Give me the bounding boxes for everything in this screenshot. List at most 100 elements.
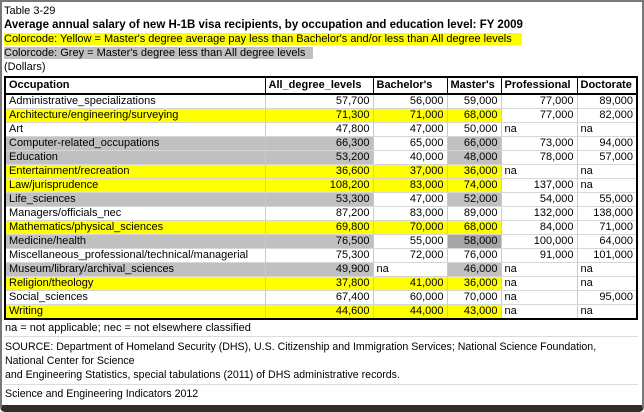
table-row: Miscellaneous_professional/technical/man… bbox=[5, 248, 638, 263]
value-cell: 57,700 bbox=[265, 94, 374, 109]
value-cell: 48,000 bbox=[447, 150, 502, 165]
value-cell: 67,400 bbox=[265, 290, 374, 305]
value-cell: 71,000 bbox=[373, 108, 448, 123]
table-row: Computer-related_occupations 66,300 65,000… bbox=[5, 136, 638, 151]
occupation-cell: Art bbox=[5, 122, 266, 137]
value-cell: 74,000 bbox=[447, 178, 502, 193]
value-cell: na bbox=[577, 164, 638, 179]
value-cell: 138,000 bbox=[577, 206, 638, 221]
value-cell: 54,000 bbox=[501, 192, 578, 207]
value-cell: 65,000 bbox=[373, 136, 448, 151]
occupation-cell: Managers/officials_nec bbox=[5, 206, 266, 221]
value-cell: 77,000 bbox=[501, 94, 578, 109]
occupation-cell: Law/jurisprudence bbox=[5, 178, 266, 193]
table-row: Medicine/health 76,500 55,000 58,000 100,000… bbox=[5, 234, 638, 249]
occupation-cell: Computer-related_occupations bbox=[5, 136, 266, 151]
occupation-cell: Writing bbox=[5, 304, 266, 320]
occupation-cell: Entertainment/recreation bbox=[5, 164, 266, 179]
value-cell: 49,900 bbox=[265, 262, 374, 277]
value-cell: 72,000 bbox=[373, 248, 448, 263]
value-cell: 58,000 bbox=[447, 234, 502, 249]
column-header-bachelor-s: Bachelor's bbox=[372, 76, 448, 95]
value-cell: 47,000 bbox=[373, 192, 448, 207]
value-cell: 68,000 bbox=[447, 220, 502, 235]
occupation-cell: Administrative_specializations bbox=[5, 94, 266, 109]
value-cell: na bbox=[577, 276, 638, 291]
table-head: Occupation All_degree_levels Bachelor's Mas… bbox=[4, 76, 638, 95]
value-cell: 91,000 bbox=[501, 248, 578, 263]
value-cell: 68,000 bbox=[447, 108, 502, 123]
value-cell: na bbox=[577, 178, 638, 193]
column-header-all-degree-levels: All_degree_levels bbox=[264, 76, 374, 95]
table-header-row: Occupation All_degree_levels Bachelor's Mas… bbox=[4, 76, 638, 95]
value-cell: 108,200 bbox=[265, 178, 374, 193]
source-line: SOURCE: Department of Homeland Security … bbox=[5, 341, 597, 353]
value-cell: 36,000 bbox=[447, 276, 502, 291]
table-row: Managers/officials_nec 87,200 83,000 89,000… bbox=[5, 206, 638, 221]
value-cell: na bbox=[501, 304, 578, 320]
footnote: na = not applicable; nec = not elsewhere… bbox=[4, 320, 638, 337]
table-row: Architecture/engineering/surveying 71,300… bbox=[5, 108, 638, 123]
value-cell: na bbox=[577, 304, 638, 320]
colorcode-grey-line: Colorcode: Grey = Master's degree less t… bbox=[4, 46, 642, 60]
value-cell: 53,200 bbox=[265, 150, 374, 165]
table-row: Religion/theology 37,800 41,000 36,000 na na bbox=[5, 276, 638, 291]
occupation-cell: Education bbox=[5, 150, 266, 165]
value-cell: na bbox=[501, 276, 578, 291]
value-cell: 89,000 bbox=[447, 206, 502, 221]
table-title: Average annual salary of new H-1B visa r… bbox=[4, 19, 523, 31]
table-row: Writing 44,600 44,000 43,000 na na bbox=[5, 304, 638, 320]
table-row: Education 53,200 40,000 48,000 78,000 57,000 bbox=[5, 150, 638, 165]
table-row: Museum/library/archival_sciences 49,900 na… bbox=[5, 262, 638, 277]
value-cell: 83,000 bbox=[373, 206, 448, 221]
source-line: and Engineering Statistics, special tabu… bbox=[5, 369, 400, 381]
value-cell: 87,200 bbox=[265, 206, 374, 221]
value-cell: 101,000 bbox=[577, 248, 638, 263]
value-cell: 89,000 bbox=[577, 94, 638, 109]
occupation-cell: Museum/library/archival_sciences bbox=[5, 262, 266, 277]
value-cell: na bbox=[577, 262, 638, 277]
value-cell: na bbox=[501, 164, 578, 179]
value-cell: 44,000 bbox=[373, 304, 448, 320]
value-cell: 76,000 bbox=[447, 248, 502, 263]
table-row: Entertainment/recreation 36,600 37,000 36,0… bbox=[5, 164, 638, 179]
table-row: Social_sciences 67,400 60,000 70,000 na 95,00… bbox=[5, 290, 638, 305]
source-line: National Center for Science bbox=[5, 355, 135, 367]
value-cell: 70,000 bbox=[373, 220, 448, 235]
value-cell: 70,000 bbox=[447, 290, 502, 305]
value-cell: 76,500 bbox=[265, 234, 374, 249]
occupation-cell: Medicine/health bbox=[5, 234, 266, 249]
value-cell: 73,000 bbox=[501, 136, 578, 151]
value-cell: 36,600 bbox=[265, 164, 374, 179]
salary-table: Occupation All_degree_levels Bachelor's Mas… bbox=[4, 76, 638, 320]
value-cell: 66,300 bbox=[265, 136, 374, 151]
colorcode-yellow-line: Colorcode: Yellow = Master's degree aver… bbox=[4, 32, 642, 46]
value-cell: 57,000 bbox=[577, 150, 638, 165]
value-cell: 37,800 bbox=[265, 276, 374, 291]
value-cell: 100,000 bbox=[501, 234, 578, 249]
value-cell: 37,000 bbox=[373, 164, 448, 179]
occupation-cell: Life_sciences bbox=[5, 192, 266, 207]
value-cell: 46,000 bbox=[447, 262, 502, 277]
value-cell: na bbox=[501, 122, 578, 137]
occupation-cell: Mathematics/physical_sciences bbox=[5, 220, 266, 235]
value-cell: na bbox=[501, 290, 578, 305]
table-row: Administrative_specializations 57,700 56,0… bbox=[5, 94, 638, 109]
value-cell: 43,000 bbox=[447, 304, 502, 320]
table-body: Administrative_specializations 57,700 56,0… bbox=[5, 94, 638, 320]
value-cell: 55,000 bbox=[577, 192, 638, 207]
value-cell: 95,000 bbox=[577, 290, 638, 305]
value-cell: 71,300 bbox=[265, 108, 374, 123]
colorcode-grey-label: Colorcode: Grey = Master's degree less t… bbox=[4, 47, 314, 59]
colorcode-yellow-label: Colorcode: Yellow = Master's degree aver… bbox=[4, 33, 522, 45]
column-header-occupation: Occupation bbox=[4, 76, 266, 95]
value-cell: 82,000 bbox=[577, 108, 638, 123]
value-cell: 50,000 bbox=[447, 122, 502, 137]
value-cell: 75,300 bbox=[265, 248, 374, 263]
value-cell: 66,000 bbox=[447, 136, 502, 151]
value-cell: 83,000 bbox=[373, 178, 448, 193]
occupation-cell: Social_sciences bbox=[5, 290, 266, 305]
value-cell: na bbox=[501, 262, 578, 277]
source-block: SOURCE: Department of Homeland Security … bbox=[4, 337, 638, 385]
table-row: Mathematics/physical_sciences 69,800 70,00… bbox=[5, 220, 638, 235]
